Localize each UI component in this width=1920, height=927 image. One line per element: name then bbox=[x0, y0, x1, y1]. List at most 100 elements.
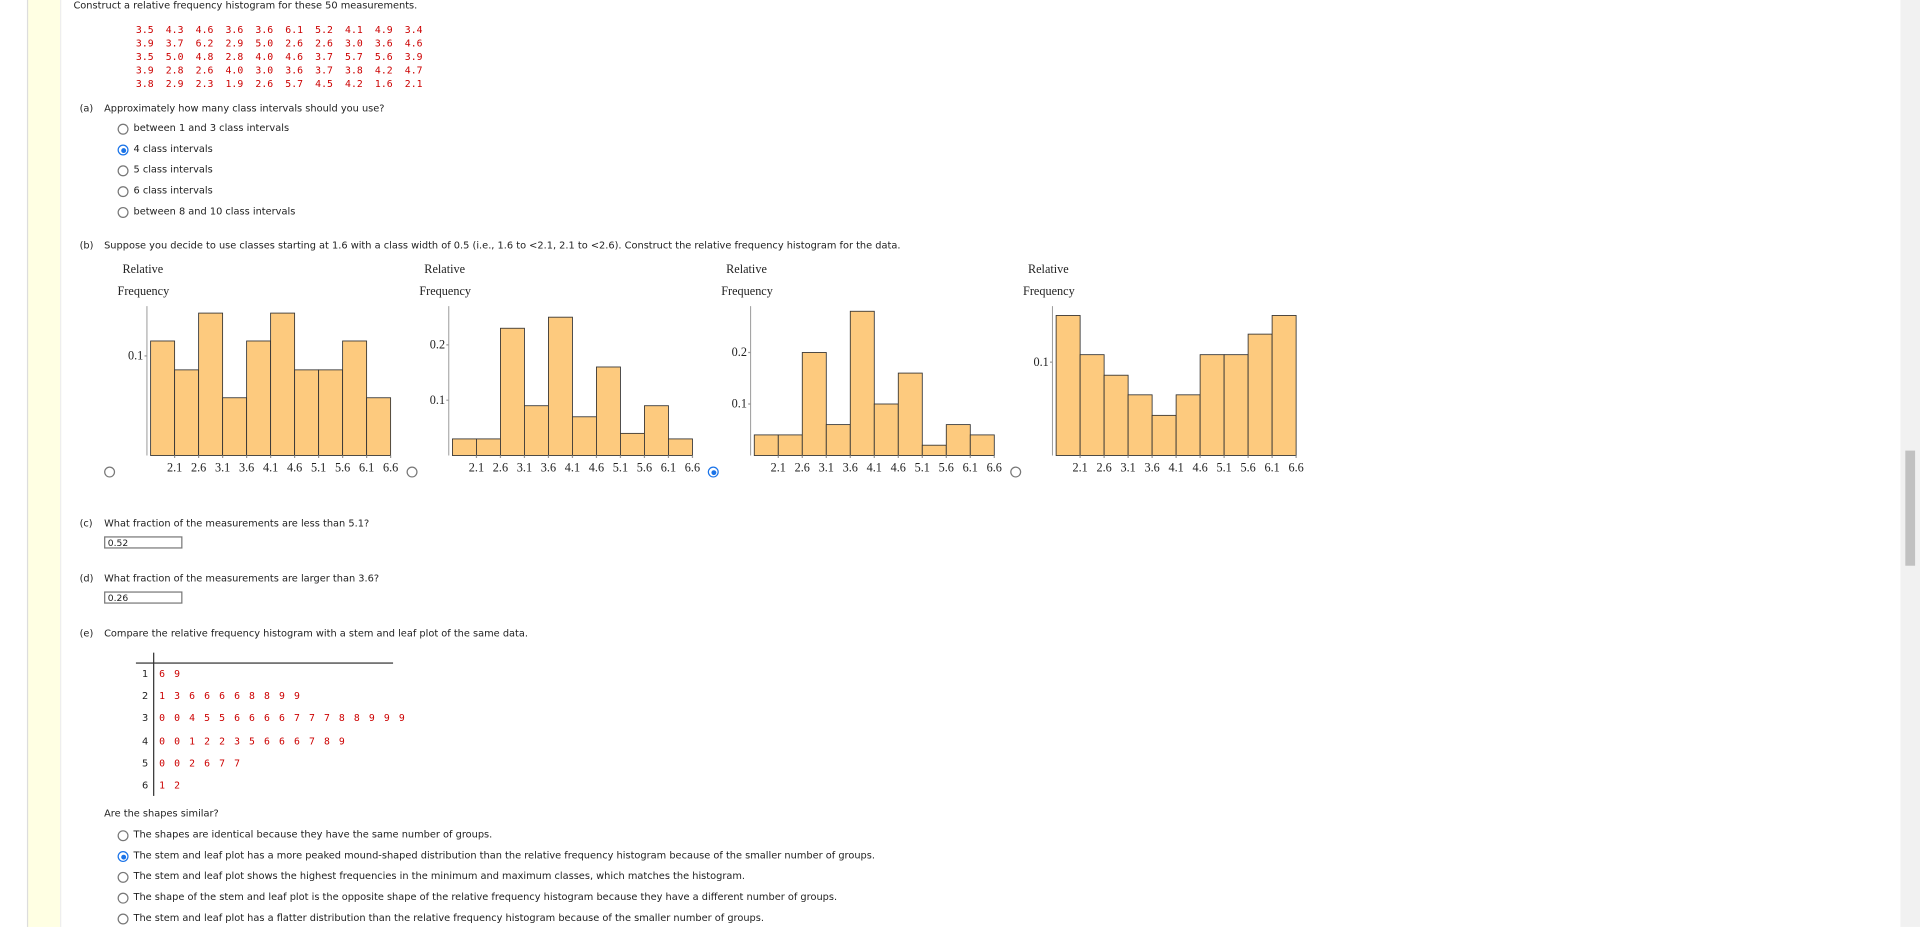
y-axis-label: Frequency bbox=[1023, 284, 1076, 298]
radio-button[interactable] bbox=[1009, 466, 1021, 478]
radio-button[interactable] bbox=[117, 851, 129, 863]
histograms: Relative Frequency 0.1 2.1 2.6 3.1 3.6 4.1 4.6 5.… bbox=[118, 262, 1304, 474]
bar bbox=[1127, 394, 1153, 456]
bar bbox=[246, 340, 272, 456]
radio-button[interactable] bbox=[117, 186, 129, 198]
x-tick-label: 6.1 bbox=[359, 460, 374, 474]
measurement: 2.6 bbox=[285, 37, 304, 49]
x-tick-label: 2.6 bbox=[1096, 460, 1111, 474]
answer-input[interactable]: 0.52 bbox=[104, 536, 183, 549]
y-axis-label: Relative bbox=[424, 262, 465, 276]
question: Approximately how many class intervals s… bbox=[104, 102, 385, 114]
part-label: (d) bbox=[79, 573, 94, 585]
y-axis-label: Relative bbox=[1028, 262, 1069, 276]
measurement: 3.4 bbox=[404, 24, 423, 36]
radio-button[interactable] bbox=[117, 144, 129, 156]
measurement: 5.6 bbox=[374, 51, 393, 63]
radio-button[interactable] bbox=[707, 466, 719, 478]
x-tick-label: 5.1 bbox=[1216, 460, 1231, 474]
part-label: (c) bbox=[79, 517, 93, 529]
measurement: 2.9 bbox=[165, 78, 184, 90]
x-tick-label: 2.1 bbox=[771, 460, 786, 474]
radio-button[interactable] bbox=[117, 123, 129, 135]
measurement: 2.6 bbox=[315, 37, 333, 49]
measurement: 2.6 bbox=[195, 64, 214, 76]
question: Compare the relative frequency histogram… bbox=[104, 628, 529, 640]
x-tick-label: 2.6 bbox=[795, 460, 810, 474]
bar bbox=[1151, 414, 1177, 456]
answer-input[interactable]: 0.26 bbox=[104, 591, 183, 604]
scrollbar[interactable] bbox=[1900, 0, 1920, 927]
x-tick-label: 6.6 bbox=[1288, 460, 1303, 474]
x-tick-label: 5.1 bbox=[613, 460, 628, 474]
x-tick-label: 4.1 bbox=[263, 460, 278, 474]
measurement: 1.9 bbox=[225, 78, 244, 90]
x-tick-label: 6.6 bbox=[987, 460, 1002, 474]
measurement: 2.8 bbox=[225, 51, 244, 63]
measurement: 5.0 bbox=[255, 37, 274, 49]
bar bbox=[849, 310, 875, 456]
radio-button[interactable] bbox=[117, 165, 129, 177]
x-tick-label: 3.6 bbox=[1144, 460, 1159, 474]
measurement: 3.0 bbox=[255, 64, 274, 76]
y-axis-label: Frequency bbox=[419, 284, 472, 298]
measurement: 5.7 bbox=[345, 51, 363, 63]
radio-button[interactable] bbox=[405, 466, 417, 478]
bar bbox=[1223, 354, 1249, 456]
x-tick-label: 2.6 bbox=[493, 460, 508, 474]
option: The stem and leaf plot shows the highest… bbox=[133, 870, 746, 882]
radio-button[interactable] bbox=[104, 466, 116, 478]
measurement: 3.6 bbox=[285, 64, 304, 76]
bar bbox=[198, 312, 224, 456]
question: What fraction of the measurements are la… bbox=[104, 573, 380, 585]
x-tick-label: 6.1 bbox=[1264, 460, 1279, 474]
radio-button[interactable] bbox=[117, 892, 129, 904]
radio-button[interactable] bbox=[117, 913, 129, 925]
measurement: 5.2 bbox=[315, 24, 333, 36]
x-tick-label: 4.1 bbox=[867, 460, 882, 474]
radio-button[interactable] bbox=[117, 830, 129, 842]
stem: 4 bbox=[142, 735, 149, 747]
x-tick-label: 3.6 bbox=[541, 460, 556, 474]
x-tick-label: 5.6 bbox=[637, 460, 652, 474]
x-tick-label: 2.6 bbox=[191, 460, 206, 474]
option: The shape of the stem and leaf plot is t… bbox=[133, 891, 838, 903]
leaves: 1 2 bbox=[159, 780, 182, 792]
measurement: 3.8 bbox=[345, 64, 363, 76]
bar bbox=[222, 397, 248, 456]
measurement: 4.0 bbox=[225, 64, 244, 76]
bar bbox=[1079, 354, 1105, 456]
bar bbox=[1103, 374, 1129, 456]
scroll-thumb[interactable] bbox=[1905, 450, 1916, 566]
bar bbox=[342, 340, 368, 456]
part-label: (b) bbox=[79, 240, 94, 252]
measurement: 4.1 bbox=[345, 24, 363, 36]
x-tick-label: 6.1 bbox=[661, 460, 676, 474]
bar bbox=[476, 438, 501, 456]
option: The stem and leaf plot has a flatter dis… bbox=[133, 912, 765, 924]
measurement: 3.8 bbox=[135, 78, 154, 90]
bar bbox=[777, 434, 803, 456]
bar bbox=[897, 372, 923, 456]
x-tick-label: 4.6 bbox=[589, 460, 604, 474]
x-tick-label: 4.6 bbox=[891, 460, 906, 474]
measurement: 3.9 bbox=[135, 37, 154, 49]
bar bbox=[548, 316, 573, 456]
radio-button[interactable] bbox=[117, 871, 129, 883]
stem: 5 bbox=[142, 757, 149, 769]
option: between 8 and 10 class intervals bbox=[133, 205, 296, 217]
bar bbox=[644, 405, 669, 456]
stem: 1 bbox=[142, 668, 149, 680]
measurement: 4.8 bbox=[195, 51, 214, 63]
measurement: 3.6 bbox=[374, 37, 393, 49]
bar bbox=[452, 438, 477, 456]
bar bbox=[825, 424, 851, 456]
radio-button[interactable] bbox=[117, 206, 129, 218]
question: What fraction of the measurements are le… bbox=[104, 517, 370, 529]
measurement: 3.6 bbox=[225, 24, 244, 36]
x-tick-label: 3.1 bbox=[215, 460, 230, 474]
bar bbox=[596, 366, 621, 456]
measurement: 2.3 bbox=[195, 78, 214, 90]
option: 6 class intervals bbox=[133, 184, 213, 196]
x-tick-label: 2.1 bbox=[469, 460, 484, 474]
